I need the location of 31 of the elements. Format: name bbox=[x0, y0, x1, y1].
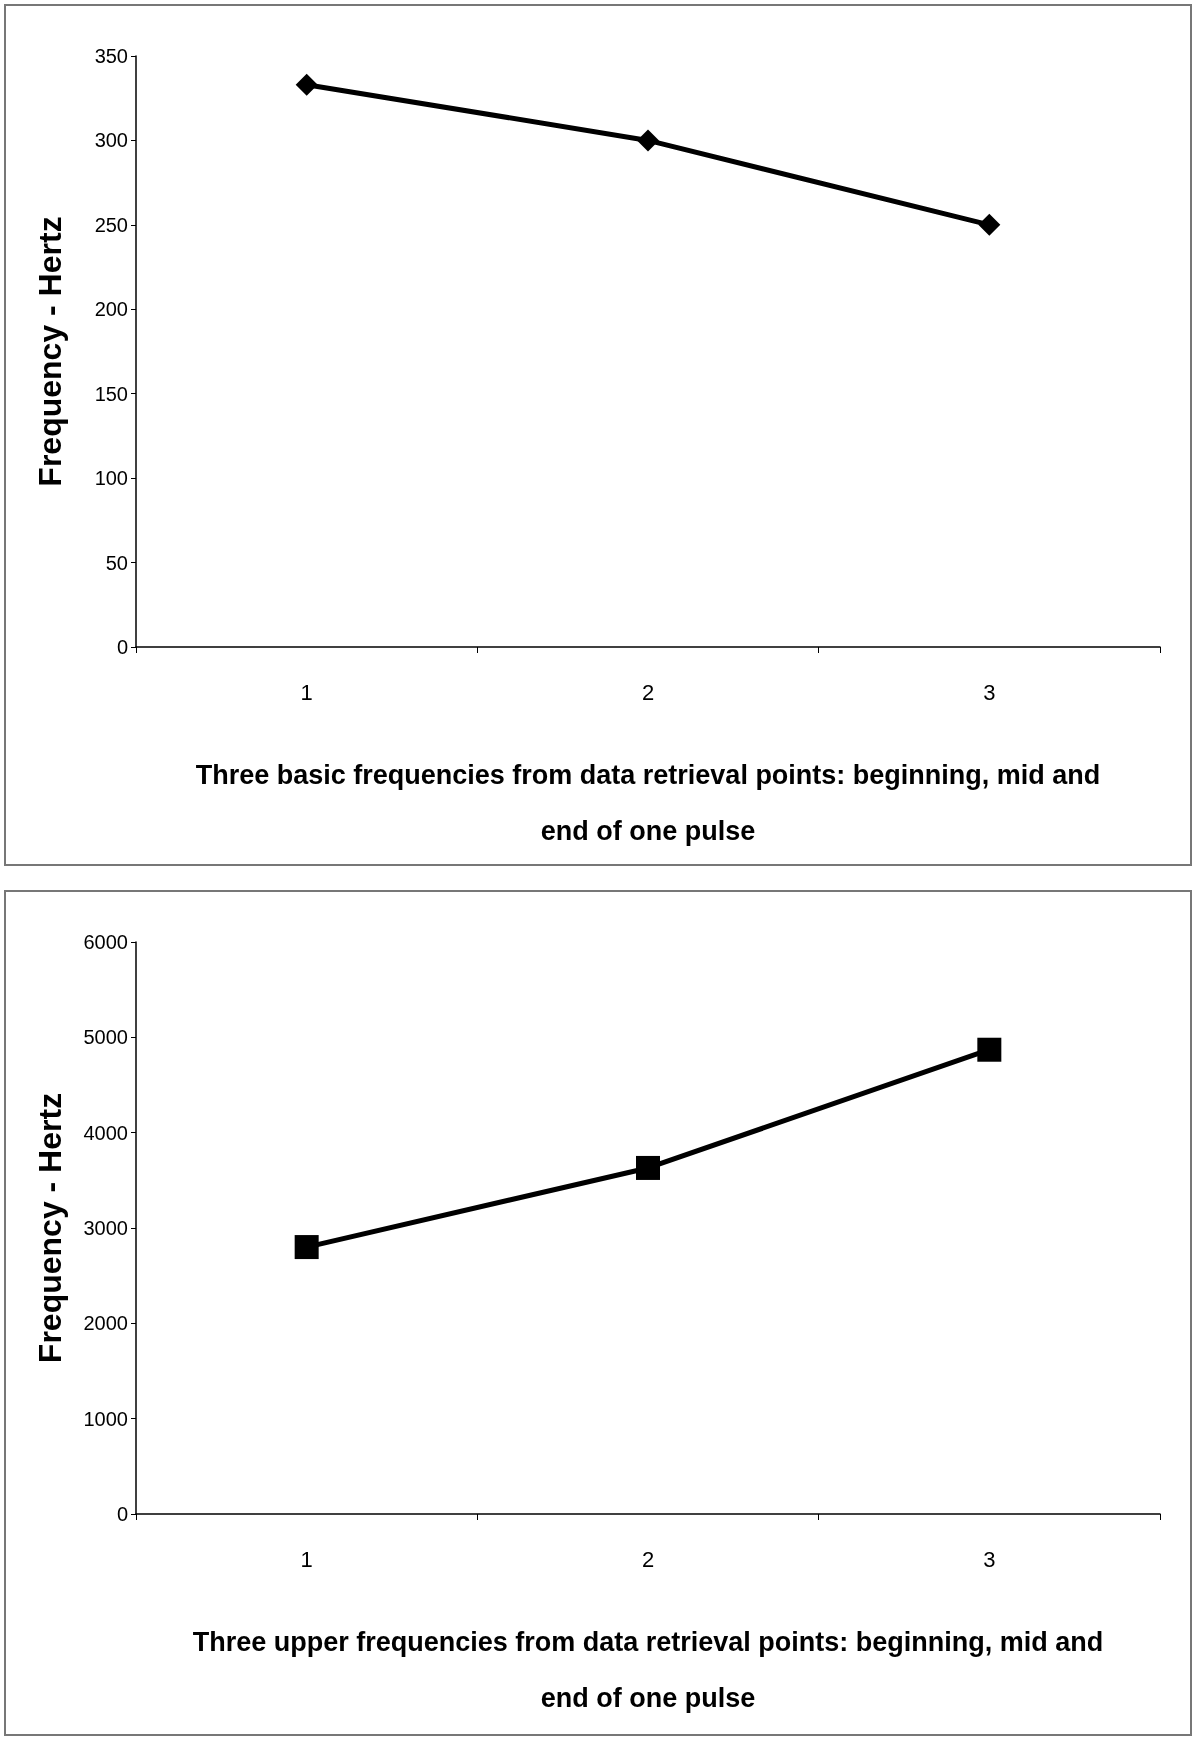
point bbox=[294, 1235, 319, 1260]
x-axis-title: Three upper frequencies from data retrieval points: beginning, mid and end of one pulse bbox=[192, 1627, 1104, 1713]
y-tick-label: 0 bbox=[116, 1503, 128, 1525]
x-axis-title: Three basic frequencies from data retrieval points: beginning, mid and end of one pulse bbox=[195, 760, 1101, 846]
point bbox=[978, 213, 1001, 236]
x-tick-label: 3 bbox=[983, 1546, 996, 1572]
y-tick-label: 0 bbox=[116, 636, 128, 658]
y-tick-label: 4000 bbox=[83, 1121, 128, 1144]
y-tick-label: 50 bbox=[105, 551, 128, 574]
y-tick-label: 3000 bbox=[83, 1217, 128, 1239]
y-tick-label: 350 bbox=[94, 45, 128, 67]
y-tick-label: 6000 bbox=[83, 931, 128, 953]
x-tick-label: 2 bbox=[641, 1546, 655, 1572]
x-tick-label: 1 bbox=[300, 679, 313, 705]
x-tick-label: 2 bbox=[641, 679, 655, 705]
y-tick-label: 2000 bbox=[83, 1312, 128, 1335]
point bbox=[637, 129, 659, 152]
y-axis-title: Frequency - Hertz bbox=[32, 216, 68, 487]
x-tick-label: 3 bbox=[983, 679, 996, 705]
point bbox=[636, 1155, 660, 1180]
x-tick-label: 1 bbox=[300, 1546, 313, 1572]
point bbox=[295, 73, 318, 96]
y-tick-label: 1000 bbox=[83, 1407, 128, 1430]
y-axis-title: Frequency - Hertz bbox=[32, 1092, 68, 1364]
y-tick-label: 200 bbox=[94, 298, 128, 321]
y-tick-label: 300 bbox=[94, 129, 128, 152]
y-tick-label: 150 bbox=[94, 382, 128, 405]
y-tick-label: 5000 bbox=[83, 1026, 128, 1049]
y-tick-label: 250 bbox=[94, 213, 128, 236]
point bbox=[977, 1037, 1002, 1062]
y-tick-label: 100 bbox=[94, 467, 128, 490]
